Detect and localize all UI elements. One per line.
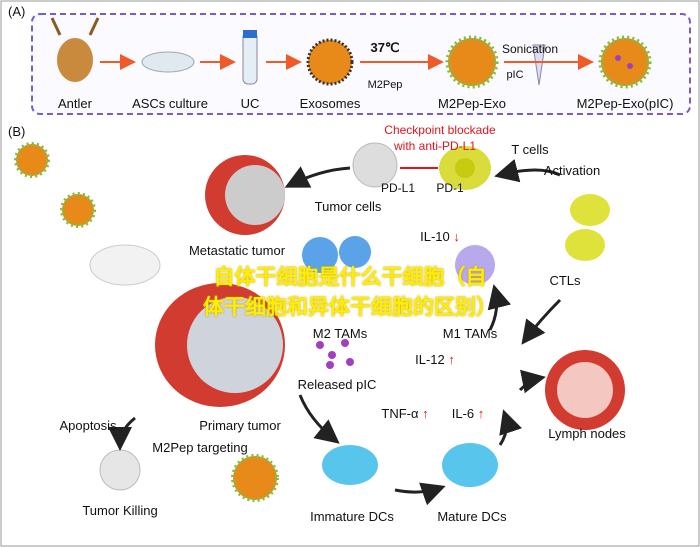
mouse-icon: [89, 244, 161, 286]
tnf-label: TNF-α ↑: [381, 406, 428, 421]
sonication-tube-icon: [532, 44, 546, 86]
targeting-exo: [231, 454, 279, 502]
killed-tumor-cell: [99, 449, 141, 491]
il6-text: IL-6: [451, 406, 475, 421]
up-arrow-icon: ↑: [448, 352, 455, 367]
step-m2pep-exo: M2Pep-Exo: [438, 96, 506, 111]
culture-dish-icon: [141, 51, 195, 73]
t-cells-label: T cells: [511, 142, 549, 157]
m2pep-exo-pic-icon: [598, 35, 652, 89]
lymph-nodes-label: Lymph nodes: [548, 426, 626, 441]
immature-dc: [322, 445, 378, 485]
step-uc: UC: [240, 96, 260, 111]
t-cell: [439, 146, 491, 190]
released-pic-label: Released pIC: [297, 377, 377, 392]
up-arrow-icon: ↑: [477, 406, 485, 421]
m2pep-label: M2Pep: [367, 79, 403, 91]
primary-tumor-label: Primary tumor: [199, 418, 281, 433]
m2-tams-label: M2 TAMs: [312, 326, 368, 341]
nanoparticle-icons: [14, 142, 96, 228]
ctl-cells: [565, 194, 610, 261]
temperature-label: 37℃: [370, 40, 400, 55]
tumor-cells-label: Tumor cells: [314, 199, 382, 214]
tumor-cell: [352, 142, 398, 188]
sonication-label: Sonication: [501, 42, 559, 56]
m2-tams: [302, 236, 371, 273]
lymph-node: [545, 350, 625, 430]
pic-label: pIC: [506, 69, 524, 81]
exosome-icon: [306, 38, 354, 86]
step-m2pep-exo-pic: M2Pep-Exo(pIC): [576, 96, 674, 111]
checkpoint-line1: Checkpoint blockade: [384, 123, 496, 137]
pd-1-label: PD-1: [436, 181, 464, 195]
step-exosomes: Exosomes: [299, 96, 361, 111]
overlay-title-line2: 体干细胞和异体干细胞的区别）: [203, 295, 497, 319]
il12-label: IL-12 ↑: [415, 352, 455, 367]
immature-dcs-label: Immature DCs: [310, 509, 394, 524]
antler-deer-icon: [50, 17, 100, 82]
m2pep-targeting-label: M2Pep targeting: [152, 440, 248, 455]
il10-label: IL-10 ↓: [420, 229, 460, 244]
apoptosis-label: Apoptosis: [59, 418, 117, 433]
activation-label: Activation: [543, 163, 601, 178]
up-arrow-icon: ↑: [422, 406, 429, 421]
panel-a-box: [31, 13, 691, 115]
tnf-text: TNF-α: [381, 406, 419, 421]
m1-tams-label: M1 TAMs: [442, 326, 498, 341]
primary-tumor: [155, 283, 285, 407]
mature-dcs-label: Mature DCs: [437, 509, 507, 524]
panel-a-label: (A): [8, 4, 26, 19]
released-pic: [316, 339, 354, 369]
mature-dc: [442, 443, 498, 487]
centrifuge-tube-icon: [242, 30, 258, 85]
panel-b-label: (B): [8, 124, 26, 139]
metastatic-tumor: [205, 155, 285, 235]
ctls-label: CTLs: [549, 273, 581, 288]
step-antler: Antler: [58, 96, 92, 111]
m2pep-exo-icon: [445, 35, 499, 89]
il10-text: IL-10: [420, 229, 450, 244]
checkpoint-line2: with anti-PD-L1: [393, 139, 477, 153]
il12-text: IL-12: [415, 352, 445, 367]
cycle-arrows: [108, 158, 562, 506]
step-ascs-culture: ASCs culture: [132, 96, 208, 111]
pd-l1-label: PD-L1: [380, 181, 416, 195]
il6-label: IL-6 ↑: [452, 406, 485, 421]
m1-tams: [455, 245, 495, 285]
tumor-killing-label: Tumor Killing: [82, 503, 158, 518]
metastatic-tumor-label: Metastatic tumor: [188, 243, 286, 258]
down-arrow-icon: ↓: [453, 229, 460, 244]
overlay-title-line1: 自体干细胞是什么干细胞（自: [213, 265, 487, 289]
